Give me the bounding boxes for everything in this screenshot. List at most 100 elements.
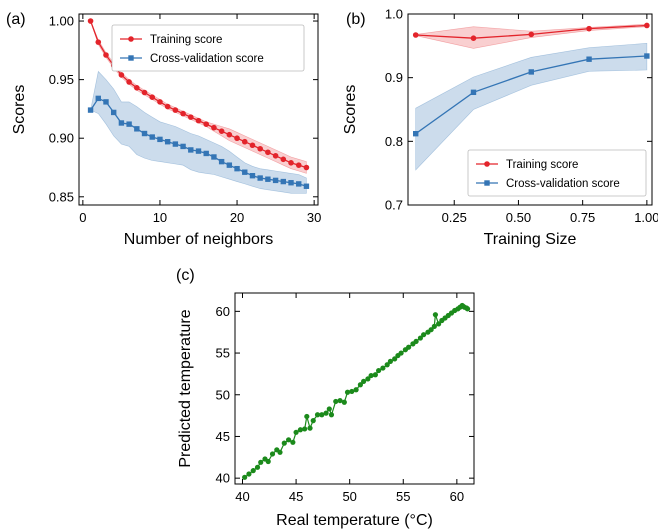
data-point bbox=[241, 138, 248, 145]
data-point bbox=[277, 449, 283, 455]
legend-entry: Cross-validation score bbox=[506, 178, 620, 190]
data-point bbox=[242, 474, 248, 480]
data-point bbox=[265, 176, 271, 182]
data-point bbox=[226, 131, 233, 138]
x-tick-label: 0.50 bbox=[506, 210, 531, 225]
x-axis-label: Number of neighbors bbox=[124, 231, 273, 248]
data-point bbox=[126, 121, 132, 127]
data-point bbox=[644, 22, 650, 29]
data-point bbox=[368, 372, 374, 379]
data-point bbox=[187, 114, 194, 120]
data-point bbox=[353, 387, 359, 393]
y-tick-label: 60 bbox=[216, 304, 230, 319]
data-point bbox=[269, 451, 276, 457]
data-point bbox=[110, 109, 117, 116]
y-tick-label: 0.90 bbox=[49, 131, 74, 146]
data-point bbox=[126, 79, 132, 85]
data-point bbox=[341, 399, 347, 405]
y-axis-label: Scores bbox=[11, 85, 28, 135]
data-point bbox=[272, 177, 279, 184]
data-point bbox=[288, 180, 294, 186]
x-axis-label: Training Size bbox=[484, 231, 577, 248]
legend-marker bbox=[128, 55, 134, 61]
data-point bbox=[265, 458, 271, 465]
data-point bbox=[95, 95, 101, 102]
x-tick-label: 50 bbox=[342, 489, 356, 504]
data-point bbox=[365, 376, 371, 382]
data-point bbox=[118, 72, 125, 78]
data-point bbox=[417, 335, 424, 341]
data-point bbox=[384, 362, 390, 368]
axes-frame bbox=[78, 13, 319, 206]
data-point bbox=[406, 344, 412, 350]
data-point bbox=[398, 350, 404, 356]
data-point bbox=[528, 31, 535, 38]
data-point bbox=[470, 35, 477, 41]
legend-entry: Cross-validation score bbox=[150, 53, 264, 65]
data-point bbox=[431, 323, 437, 329]
data-point bbox=[349, 388, 355, 395]
data-point bbox=[528, 69, 534, 75]
data-point bbox=[141, 130, 148, 137]
x-tick-label: 55 bbox=[396, 489, 410, 504]
panel-b: (b) 0.25 0.50 0.75 1.00 0.7 0.8 0.9 1.0 Training … bbox=[342, 7, 658, 249]
panel-label: (c) bbox=[176, 267, 195, 284]
data-point bbox=[372, 372, 378, 378]
data-point bbox=[296, 181, 302, 187]
x-tick-label: 10 bbox=[153, 210, 167, 225]
x-tick-label: 45 bbox=[289, 489, 303, 504]
data-point bbox=[87, 107, 94, 113]
data-point bbox=[134, 126, 140, 132]
data-point bbox=[436, 321, 442, 327]
data-point bbox=[392, 356, 398, 362]
y-tick-label: 55 bbox=[216, 346, 230, 361]
data-point bbox=[134, 85, 140, 91]
data-point bbox=[297, 427, 303, 433]
data-point bbox=[428, 327, 434, 333]
data-point bbox=[323, 410, 329, 416]
y-tick-label: 50 bbox=[216, 387, 230, 402]
data-point bbox=[421, 332, 427, 338]
legend-box bbox=[111, 24, 305, 72]
data-point bbox=[288, 160, 294, 166]
data-point bbox=[157, 99, 163, 105]
legend-box bbox=[467, 149, 647, 197]
series-band bbox=[415, 42, 648, 171]
data-point bbox=[281, 440, 287, 446]
data-point bbox=[285, 437, 292, 443]
data-point bbox=[242, 169, 248, 175]
data-point bbox=[218, 158, 225, 165]
legend-marker bbox=[484, 180, 490, 186]
x-tick-label: 1.00 bbox=[634, 210, 658, 225]
data-point bbox=[280, 156, 287, 163]
axes-frame bbox=[407, 13, 653, 206]
data-point bbox=[337, 397, 343, 404]
legend: Training score Cross-validation score bbox=[111, 24, 305, 72]
data-point bbox=[280, 178, 287, 185]
x-tick-label: 30 bbox=[307, 210, 321, 225]
data-point bbox=[141, 89, 148, 96]
data-point bbox=[413, 130, 419, 137]
data-point bbox=[310, 418, 316, 424]
data-point bbox=[218, 128, 225, 134]
x-tick-label: 60 bbox=[450, 489, 464, 504]
data-point bbox=[180, 110, 186, 117]
legend-entry: Training score bbox=[506, 159, 578, 171]
data-point bbox=[328, 412, 335, 418]
data-point bbox=[295, 162, 302, 168]
data-point bbox=[464, 306, 471, 312]
series-band bbox=[90, 70, 307, 194]
data-point bbox=[303, 164, 310, 171]
panel-label: (a) bbox=[6, 11, 26, 28]
data-point bbox=[195, 117, 202, 124]
x-tick-label: 0.25 bbox=[442, 210, 467, 225]
x-tick-label: 0.75 bbox=[570, 210, 595, 225]
data-point bbox=[118, 120, 125, 126]
data-point bbox=[246, 471, 252, 477]
x-tick-label: 0 bbox=[79, 210, 86, 225]
data-point bbox=[361, 378, 367, 385]
data-point bbox=[319, 412, 325, 418]
y-tick-label: 0.7 bbox=[385, 198, 403, 213]
panel-label: (b) bbox=[346, 11, 366, 28]
